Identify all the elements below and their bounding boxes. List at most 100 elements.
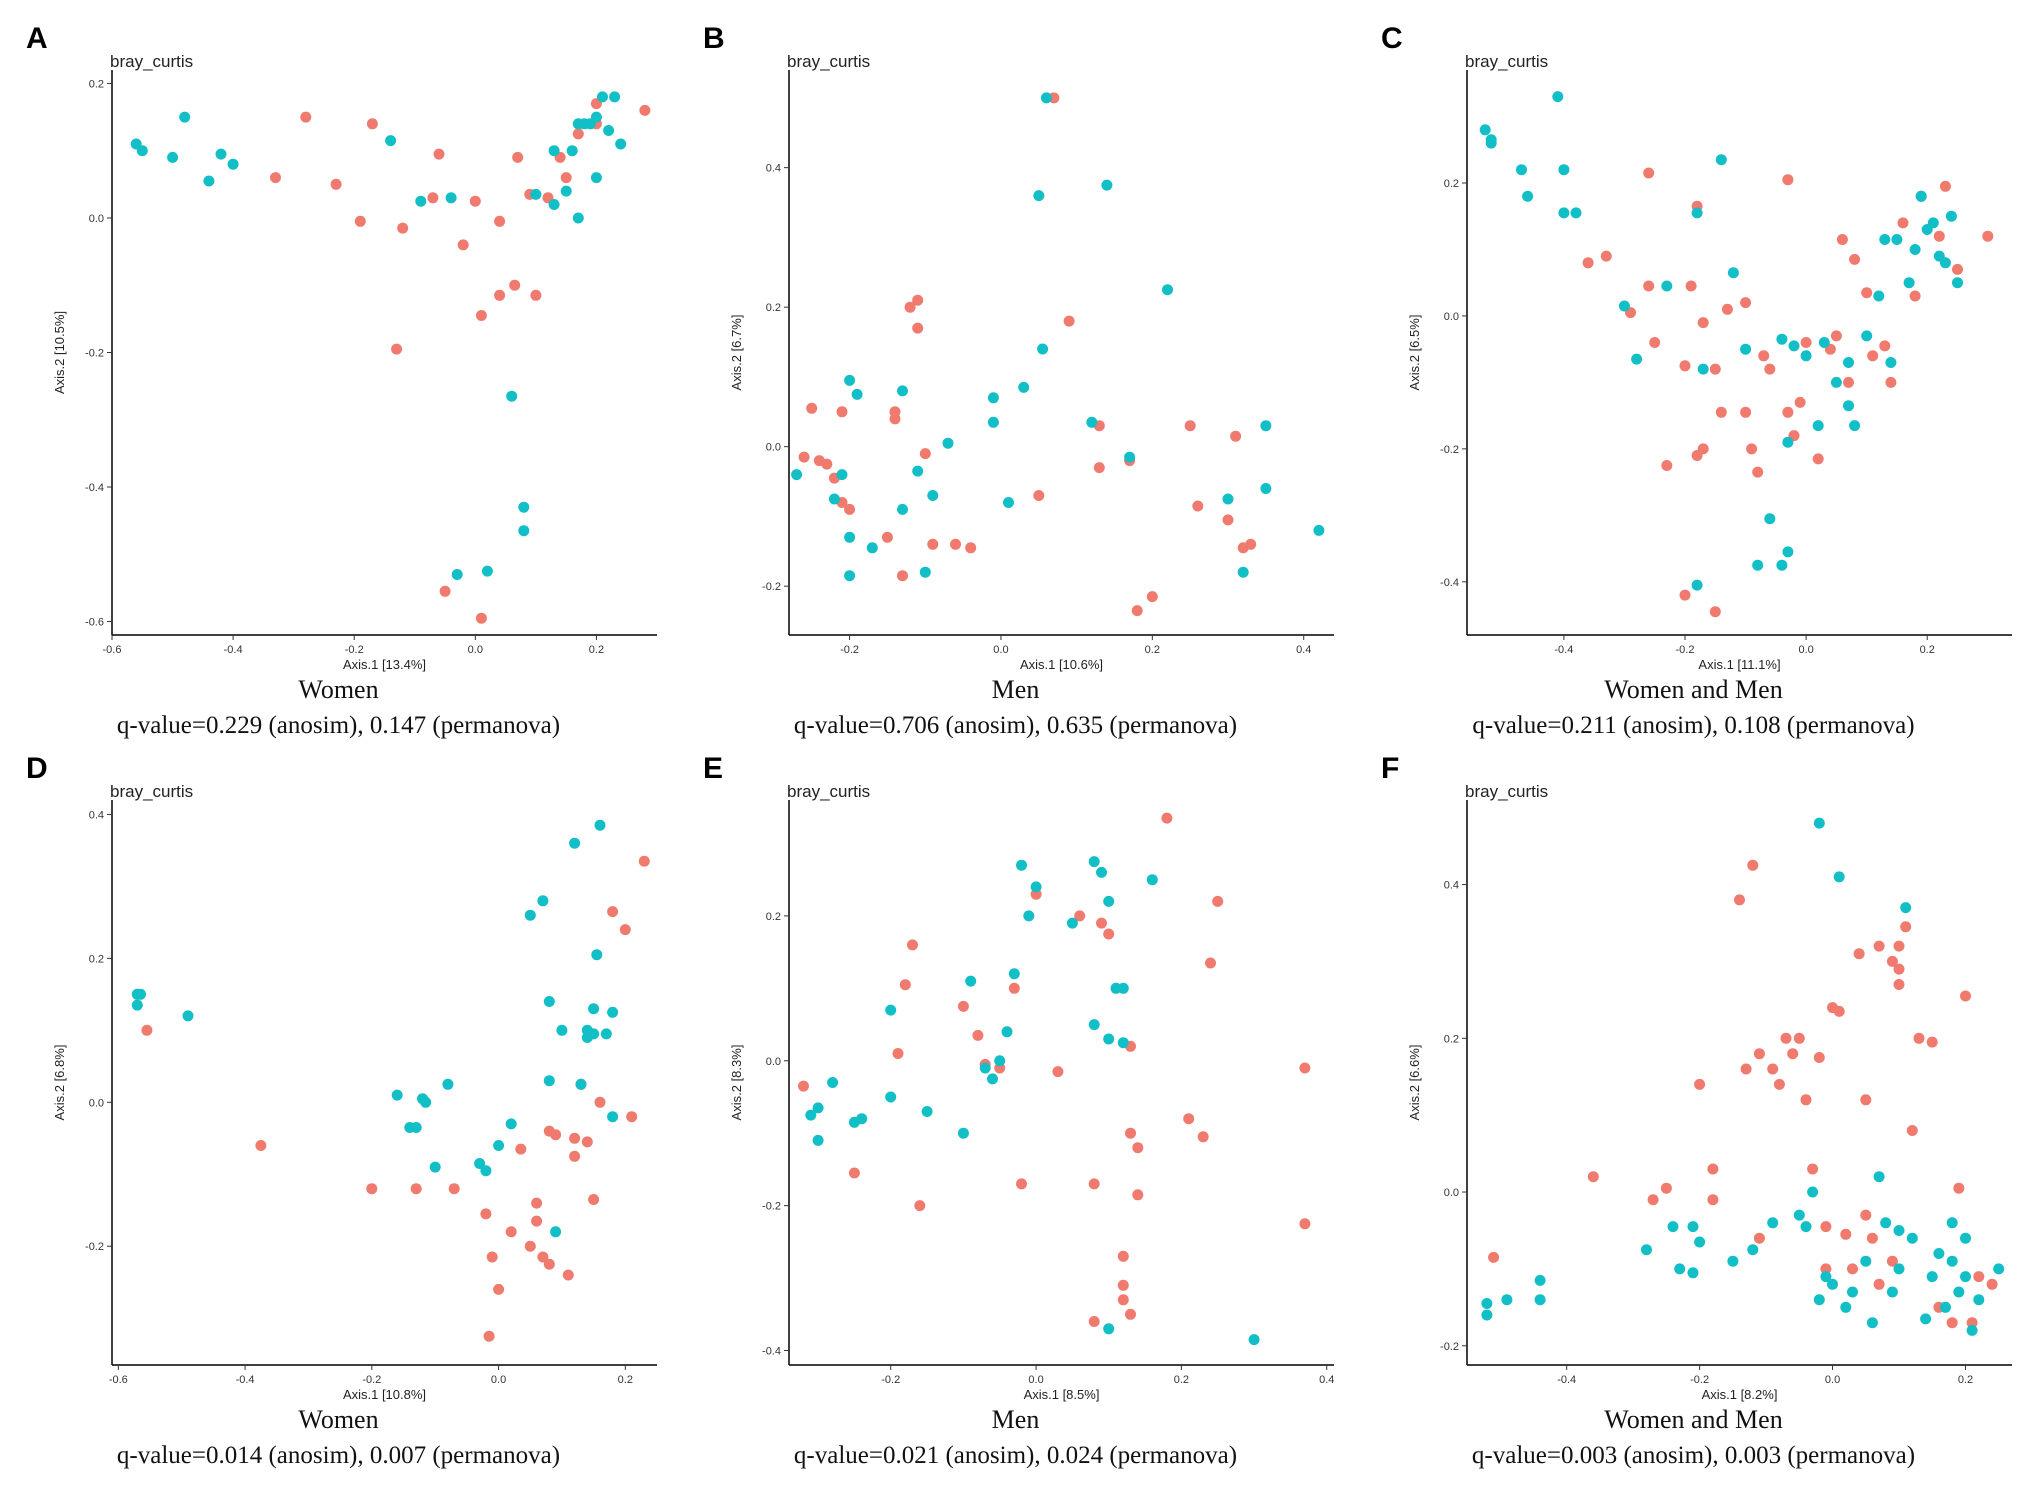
data-point-group2 xyxy=(987,392,999,404)
data-point-group1 xyxy=(1697,317,1709,329)
data-point-group1 xyxy=(354,215,366,227)
data-point-group2 xyxy=(1618,300,1630,312)
x-tick-label: -0.6 xyxy=(103,644,122,656)
data-point-group1 xyxy=(619,924,631,936)
data-point-group2 xyxy=(135,988,146,1000)
y-axis-label: Axis.2 [6.7%] xyxy=(729,315,744,391)
data-point-group1 xyxy=(1088,1178,1100,1190)
data-point-group1 xyxy=(1685,280,1697,292)
data-point-group2 xyxy=(828,493,840,505)
x-tick-label: -0.2 xyxy=(840,644,859,656)
data-point-group1 xyxy=(892,1048,904,1059)
chart-title: bray_curtis xyxy=(110,52,194,71)
data-point-group1 xyxy=(1747,859,1759,871)
data-point-group1 xyxy=(1860,1094,1872,1106)
data-point-group1 xyxy=(1986,1278,1998,1290)
panel-letter: C xyxy=(1381,22,1403,55)
data-point-group1 xyxy=(1893,963,1905,975)
data-point-group1 xyxy=(1691,450,1703,461)
data-point-group2 xyxy=(179,111,191,123)
data-point-group2 xyxy=(1534,1294,1546,1306)
data-point-group2 xyxy=(791,469,803,481)
data-point-group1 xyxy=(1131,605,1143,617)
data-point-group2 xyxy=(1103,895,1115,907)
data-point-group1 xyxy=(1913,1032,1925,1044)
data-point-group1 xyxy=(1643,167,1655,179)
data-point-group1 xyxy=(397,222,409,234)
data-point-group2 xyxy=(1697,363,1709,375)
scatter-plot: -0.2 0.0 0.2 0.4 -0.4 -0.2 0.0 0.2 Axis.1 [8.5%]… xyxy=(729,800,1334,1402)
data-point-group2 xyxy=(1776,333,1788,345)
data-point-group2 xyxy=(1096,866,1107,878)
data-point-group2 xyxy=(594,819,606,831)
data-point-group2 xyxy=(1945,210,1957,222)
data-point-group1 xyxy=(1758,350,1770,362)
y-tick-label: 0.4 xyxy=(1444,880,1459,892)
data-point-group2 xyxy=(609,91,621,103)
y-tick-label: -0.2 xyxy=(762,1201,781,1213)
data-point-group2 xyxy=(921,1106,933,1117)
data-point-group1 xyxy=(899,979,911,991)
data-point-group1 xyxy=(897,570,908,582)
chart-title: bray_curtis xyxy=(1465,782,1549,801)
data-point-group1 xyxy=(904,301,916,313)
data-point-group2 xyxy=(1818,337,1830,348)
y-axis-label: Axis.2 [6.8%] xyxy=(52,1045,67,1121)
data-point-group2 xyxy=(1694,1236,1706,1248)
data-point-group2 xyxy=(1840,1301,1852,1313)
data-point-group2 xyxy=(1827,1278,1838,1290)
panel-letter: D xyxy=(26,752,48,785)
data-point-group2 xyxy=(844,570,856,582)
x-axis-label: Axis.1 [11.1%] xyxy=(1698,657,1780,672)
data-point-group2 xyxy=(1117,982,1129,994)
y-tick-label: 0.0 xyxy=(766,1056,781,1068)
data-point-group2 xyxy=(885,1004,897,1016)
x-tick-label: 0.2 xyxy=(1958,1374,1973,1386)
data-point-group2 xyxy=(1661,280,1673,292)
data-point-group2 xyxy=(493,1140,505,1151)
data-point-group2 xyxy=(1674,1263,1686,1275)
data-point-group2 xyxy=(1260,483,1272,494)
y-tick-label: -0.6 xyxy=(85,617,104,629)
y-tick-label: 0.2 xyxy=(766,302,781,314)
data-point-group1 xyxy=(1753,1232,1765,1244)
data-point-group1 xyxy=(475,310,487,321)
y-tick-label: -0.4 xyxy=(1440,577,1459,589)
data-point-group2 xyxy=(1023,910,1035,922)
data-point-group1 xyxy=(560,172,572,184)
data-point-group1 xyxy=(1125,1308,1136,1320)
y-axis-label: Axis.2 [10.5%] xyxy=(52,311,67,394)
data-point-group2 xyxy=(1788,340,1800,352)
data-point-group1 xyxy=(1088,1316,1100,1327)
data-point-group1 xyxy=(1103,928,1115,940)
data-point-group1 xyxy=(1873,1278,1885,1290)
data-point-group2 xyxy=(591,949,603,961)
data-point-group1 xyxy=(483,1330,495,1342)
data-point-group1 xyxy=(821,458,833,470)
scatter-plot: -0.6 -0.4 -0.2 0.0 0.2 -0.2 0.0 0.2 0.4 Axis.1 [1… xyxy=(52,800,657,1402)
data-point-group2 xyxy=(445,192,457,204)
data-point-group2 xyxy=(942,437,954,449)
data-point-group1 xyxy=(1715,406,1727,418)
y-tick-label: 0.2 xyxy=(89,953,104,965)
data-point-group2 xyxy=(518,525,530,537)
group-label: Women xyxy=(298,675,379,704)
data-point-group2 xyxy=(897,503,908,515)
x-tick-label: -0.2 xyxy=(881,1374,900,1386)
data-point-group2 xyxy=(1866,1317,1878,1329)
data-point-group1 xyxy=(270,172,281,184)
data-point-group1 xyxy=(1973,1271,1985,1283)
data-point-group1 xyxy=(914,1200,926,1212)
x-tick-label: 0.0 xyxy=(491,1374,506,1386)
data-point-group1 xyxy=(798,1080,809,1092)
data-point-group2 xyxy=(1667,1221,1679,1233)
y-tick-label: -0.2 xyxy=(762,581,781,593)
data-point-group2 xyxy=(505,1118,517,1130)
data-point-group1 xyxy=(638,855,650,867)
data-point-group1 xyxy=(410,1183,422,1195)
data-point-group1 xyxy=(439,585,451,597)
data-point-group2 xyxy=(1003,497,1014,508)
q-value-text: q-value=0.229 (anosim), 0.147 (permanova… xyxy=(116,712,561,739)
data-point-group2 xyxy=(1873,1171,1885,1183)
